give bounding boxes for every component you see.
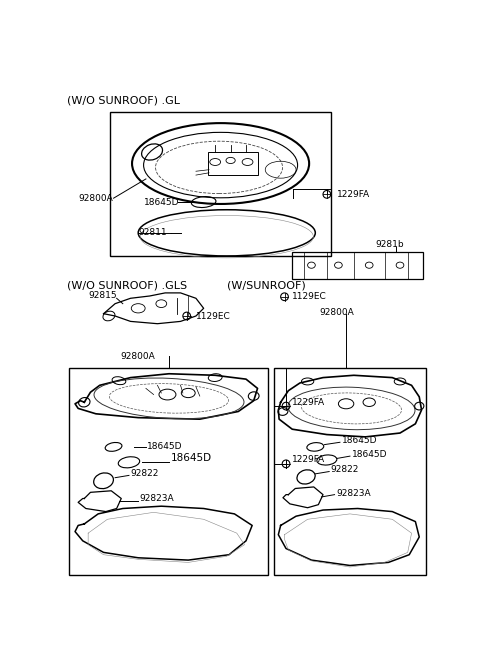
Text: 18645D: 18645D (144, 198, 180, 206)
Text: 1229FA: 1229FA (292, 455, 325, 464)
Text: 9281b: 9281b (375, 240, 404, 249)
Text: 92823A: 92823A (337, 489, 372, 497)
Bar (292, 252, 423, 279)
Text: (W/SUNROOF): (W/SUNROOF) (227, 280, 305, 290)
Text: 92800A: 92800A (78, 194, 113, 203)
Bar (110, 112, 331, 256)
Text: 92822: 92822 (131, 469, 159, 478)
Text: 92823A: 92823A (140, 494, 174, 503)
Text: 1229FA: 1229FA (337, 190, 370, 199)
Text: 92815: 92815 (88, 292, 117, 300)
Text: 92800A: 92800A (319, 307, 354, 317)
Text: 18645D: 18645D (170, 453, 212, 463)
Bar (207, 152, 258, 175)
Text: 92800A: 92800A (121, 351, 156, 361)
Text: 18645D: 18645D (352, 450, 388, 459)
Text: 92811: 92811 (138, 229, 167, 237)
Text: 1229FA: 1229FA (292, 397, 325, 407)
Text: (W/O SUNROOF) .GLS: (W/O SUNROOF) .GLS (67, 280, 188, 290)
Text: (W/O SUNROOF) .GL: (W/O SUNROOF) .GL (67, 95, 180, 105)
Text: 18645D: 18645D (147, 442, 183, 451)
Text: 1129EC: 1129EC (292, 292, 327, 302)
Text: 18645D: 18645D (342, 436, 378, 445)
Bar (275, 367, 426, 576)
Text: 1129EC: 1129EC (196, 311, 231, 321)
Bar (69, 367, 267, 576)
Text: 92822: 92822 (331, 466, 359, 474)
